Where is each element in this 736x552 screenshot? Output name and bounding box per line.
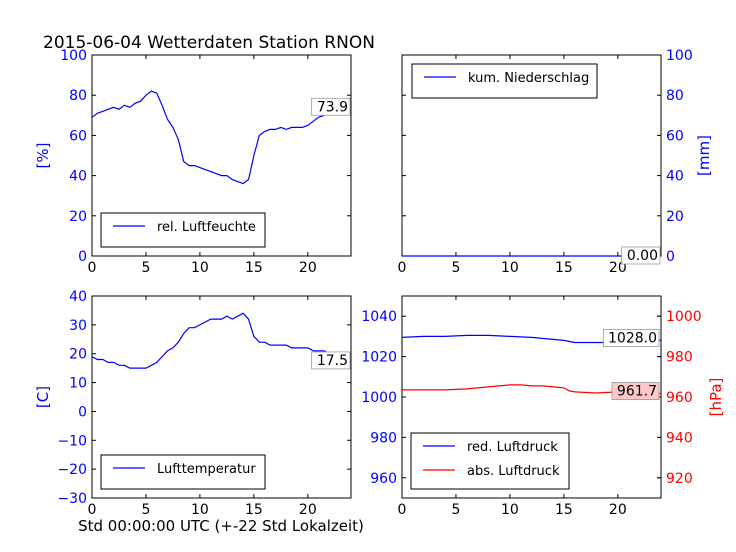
x-tick-label: 10 <box>501 260 519 276</box>
series-line-1 <box>402 384 662 395</box>
legend-frame <box>410 432 570 490</box>
y-tick-label-right: 920 <box>666 471 693 487</box>
y-tick-label: 80 <box>69 88 87 104</box>
x-tick-label: 10 <box>191 502 209 518</box>
panel-top-left: 0 5 10 15 20 0 20 40 60 80 100 [%] 73.9 rel. Luftfeuc… <box>34 48 352 276</box>
x-tick-label: 5 <box>141 502 150 518</box>
x-tick-label: 15 <box>245 502 263 518</box>
legend: red. Luftdruck abs. Luftdruck <box>410 432 570 490</box>
legend-label: red. Luftdruck <box>467 440 558 455</box>
panel-bottom-left: 0 5 10 15 20 −30 −20 −10 0 10 20 30 40 [C] 17.5 Lufttem… <box>34 289 352 518</box>
y-tick-label-right: 940 <box>666 430 693 446</box>
y-tick-label: 980 <box>370 430 397 446</box>
y-tick-label: 1020 <box>361 350 397 366</box>
x-tick-label: 5 <box>141 260 150 276</box>
y-tick-label-right: 960 <box>666 390 693 406</box>
panel-bottom-right: 0 5 10 15 20 960 980 1000 1020 1040 920 940 960 980 10… <box>361 295 725 518</box>
legend-frame <box>100 454 266 490</box>
x-tick-label: 10 <box>501 502 519 518</box>
legend-label: Lufttemperatur <box>157 462 256 477</box>
x-tick-label: 0 <box>398 260 407 276</box>
legend: Lufttemperatur <box>100 454 266 490</box>
x-tick-label: 0 <box>398 502 407 518</box>
x-tick-label: 10 <box>191 260 209 276</box>
y-tick-label: 20 <box>69 347 87 363</box>
y-axis-label: [mm] <box>695 135 713 176</box>
y-tick-label: −30 <box>57 491 87 507</box>
x-axis-label: Std 00:00:00 UTC (+-22 Std Lokalzeit) <box>78 517 364 535</box>
x-tick-label: 5 <box>451 260 460 276</box>
y-tick-label: 20 <box>69 209 87 225</box>
legend-label: abs. Luftdruck <box>467 464 560 479</box>
y-tick-label: −20 <box>57 462 87 478</box>
legend-label: rel. Luftfeuchte <box>157 220 256 235</box>
series-line-0 <box>91 312 352 369</box>
x-tick-label: 0 <box>88 260 97 276</box>
legend-frame <box>100 212 266 248</box>
y-tick-label-right: 980 <box>666 350 693 366</box>
x-tick-label: 20 <box>609 502 627 518</box>
x-tick-label: 0 <box>88 502 97 518</box>
y-tick-label: 30 <box>69 318 87 334</box>
value-label-box <box>311 351 351 370</box>
y-tick-label: 0 <box>78 404 87 420</box>
x-tick-label: 15 <box>245 260 263 276</box>
y-tick-label: 40 <box>69 289 87 305</box>
y-tick-label-right: 0 <box>666 249 675 265</box>
y-tick-label-right: 60 <box>666 128 684 144</box>
y-tick-label: 100 <box>60 48 87 64</box>
value-label: 0.00 <box>627 248 658 264</box>
y-axis-label: [C] <box>34 386 52 408</box>
plot-frame <box>91 54 352 257</box>
y-tick-label-right: 100 <box>666 48 693 64</box>
y-tick-label: 960 <box>370 471 397 487</box>
y-tick-label-right: 20 <box>666 209 684 225</box>
figure-title: 2015-06-04 Wetterdaten Station RNON <box>43 33 375 53</box>
y-tick-label: −10 <box>57 433 87 449</box>
value-label-box <box>603 329 660 347</box>
y-tick-label-right: 1000 <box>666 309 702 325</box>
y-tick-label: 60 <box>69 128 87 144</box>
y-axis-label: [%] <box>34 143 52 169</box>
value-label: 961.7 <box>617 384 657 400</box>
legend-frame <box>411 63 598 99</box>
x-tick-label: 5 <box>451 502 460 518</box>
y-tick-label: 40 <box>69 169 87 185</box>
value-label: 1028.0 <box>608 330 657 346</box>
y-tick-label: 10 <box>69 376 87 392</box>
y-tick-label-right: 40 <box>666 169 684 185</box>
x-tick-label: 20 <box>299 502 317 518</box>
y-tick-label: 0 <box>78 249 87 265</box>
x-tick-label: 15 <box>555 260 573 276</box>
legend: rel. Luftfeuchte <box>100 212 266 248</box>
x-tick-label: 20 <box>299 260 317 276</box>
y-tick-label: 1000 <box>361 390 397 406</box>
value-label: 17.5 <box>317 353 348 369</box>
legend-label: kum. Niederschlag <box>468 71 589 86</box>
value-label-box <box>311 97 351 116</box>
legend: kum. Niederschlag <box>411 63 598 99</box>
value-label-box <box>621 246 661 265</box>
value-label: 73.9 <box>317 99 348 115</box>
plot-frame <box>91 295 352 499</box>
value-label-box <box>611 382 660 400</box>
y-axis-label-right: [hPa] <box>707 378 725 417</box>
series-line-0 <box>91 90 351 185</box>
x-tick-label: 15 <box>555 502 573 518</box>
y-tick-label-right: 80 <box>666 88 684 104</box>
y-tick-label: 1040 <box>361 309 397 325</box>
